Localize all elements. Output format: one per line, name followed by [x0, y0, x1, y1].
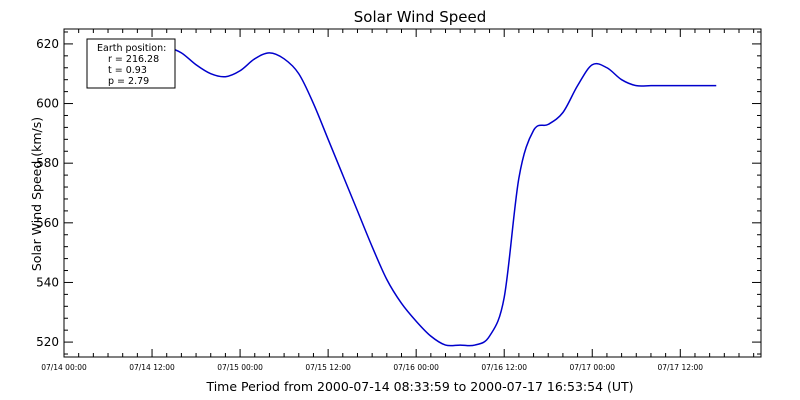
plot-frame: [63, 28, 762, 358]
y-tick-label: 560: [36, 216, 59, 230]
x-tick-label: 07/16 00:00: [393, 363, 439, 372]
y-tick-label: 600: [36, 97, 59, 111]
x-axis-label: Time Period from 2000-07-14 08:33:59 to …: [205, 379, 633, 394]
x-axis: 07/14 00:00 07/14 12:00 07/15 00:00 07/15 1…: [41, 29, 755, 372]
x-tick-label: 07/14 00:00: [41, 363, 87, 372]
x-tick-label: 07/15 00:00: [217, 363, 263, 372]
x-tick-label: 07/17 12:00: [657, 363, 703, 372]
x-tick-label: 07/15 12:00: [305, 363, 351, 372]
legend-p: p = 2.79: [108, 76, 149, 87]
x-tick-label: 07/14 12:00: [129, 363, 175, 372]
legend-r: r = 216.28: [108, 54, 159, 65]
chart-title: Solar Wind Speed: [354, 8, 486, 26]
y-tick-label: 580: [36, 156, 59, 170]
x-tick-label: 07/16 12:00: [481, 363, 527, 372]
y-tick-label: 620: [36, 37, 59, 51]
series-layer: [126, 43, 717, 347]
y-axis: 520 540 560 580 600 620: [36, 31, 761, 355]
y-tick-label: 540: [36, 275, 59, 289]
y-tick-label: 520: [36, 335, 59, 349]
legend-t: t = 0.93: [108, 65, 147, 76]
series-line: [126, 43, 717, 347]
legend-heading: Earth position:: [97, 43, 166, 54]
x-tick-label: 07/17 00:00: [569, 363, 615, 372]
legend-box: [86, 38, 176, 89]
earth-position-legend: Earth position: r = 216.28 t = 0.93 p = …: [86, 38, 176, 89]
y-axis-label: Solar Wind Speed (km/s): [29, 117, 44, 271]
